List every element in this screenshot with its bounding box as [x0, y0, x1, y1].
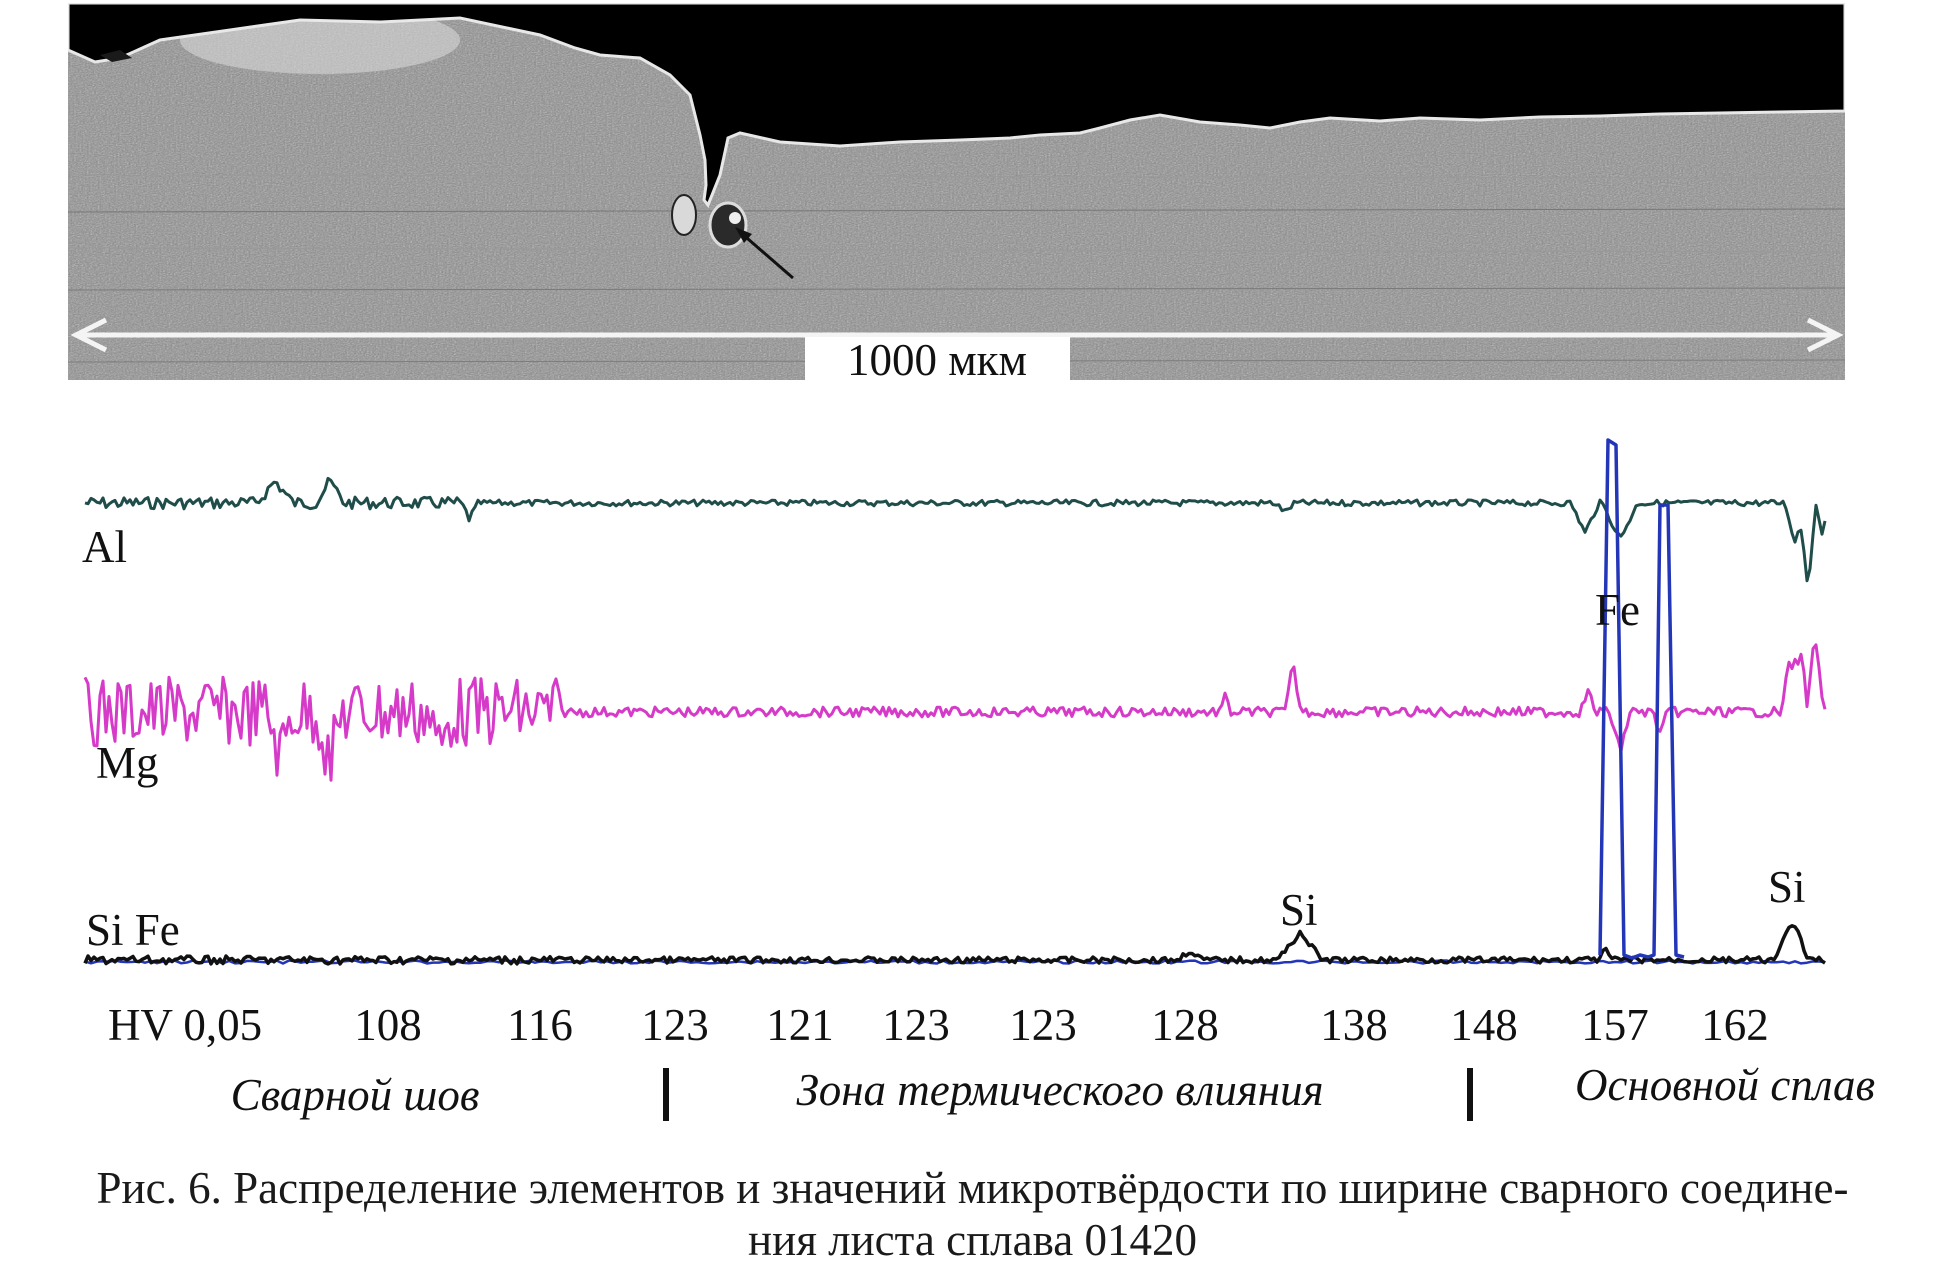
fe-peak-label: Fe: [1595, 585, 1640, 635]
scale-bar-label: 1000 мкм: [847, 335, 1027, 385]
zone-label-base: Основной сплав: [1575, 1060, 1875, 1110]
caption-line-1: Рис. 6. Распределение элементов и значен…: [96, 1163, 1849, 1213]
fe-trace-peaks: [1598, 438, 1685, 960]
surface-void: [68, 3, 1845, 208]
zone-label-haz: Зона термического влияния: [796, 1065, 1323, 1115]
pore-1: [671, 194, 697, 236]
hv-value: 128: [1151, 1000, 1219, 1050]
pore-pointer-arrow: [739, 230, 794, 280]
caption-line-2: ния листа сплава 01420: [748, 1215, 1197, 1265]
hv-value: 162: [1701, 1000, 1769, 1050]
mg-trace: [83, 643, 1827, 782]
scale-label-box: [805, 337, 1070, 380]
figure-caption: Рис. 6. Распределение элементов и значен…: [0, 1162, 1945, 1266]
hv-value: 121: [766, 1000, 834, 1050]
si-fe-base-label: Si Fe: [86, 905, 180, 955]
micrograph: 1000 мкм: [68, 3, 1845, 385]
hv-value: 108: [354, 1000, 422, 1050]
scale-arrowhead-left: [70, 317, 108, 353]
si-trace: [83, 924, 1826, 966]
pore-2-highlight: [729, 212, 741, 224]
zone-divider: [1467, 1068, 1473, 1121]
zone-label-weld: Сварной шов: [231, 1070, 480, 1120]
line-scans: [83, 438, 1827, 966]
si-peak-label-1: Si: [1280, 885, 1318, 935]
hv-row: HV 0,05 108 116 123 121 123 123 128 138 …: [108, 1000, 1769, 1050]
flake-mark: [100, 50, 132, 62]
pore-2: [708, 201, 748, 249]
hv-value: 123: [1009, 1000, 1077, 1050]
zone-row: Сварной шов Зона термического влияния Ос…: [231, 1060, 1875, 1121]
al-trace: [84, 476, 1827, 583]
hv-value: 148: [1450, 1000, 1518, 1050]
hv-value: 123: [882, 1000, 950, 1050]
al-label: Al: [82, 522, 127, 572]
scale-arrowhead-right: [1806, 317, 1844, 353]
hv-value: 138: [1320, 1000, 1388, 1050]
si-peak-label-2: Si: [1768, 862, 1806, 912]
zone-divider: [663, 1068, 669, 1121]
line-labels: Al Mg Fe Si Fe Si Si: [82, 522, 1806, 955]
hv-value: 157: [1581, 1000, 1649, 1050]
hv-value: 123: [641, 1000, 709, 1050]
hv-value: 116: [507, 1000, 573, 1050]
hv-label: HV 0,05: [108, 1000, 262, 1050]
mg-label: Mg: [96, 738, 159, 788]
pore-pointer-arrowhead: [735, 227, 752, 243]
